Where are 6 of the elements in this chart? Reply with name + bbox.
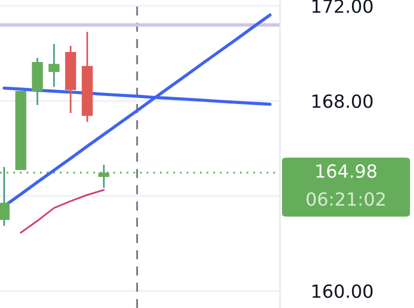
ref-line-label: 164.98 (316, 164, 376, 178)
text: 06:21:02 (306, 192, 385, 206)
y-tick-label: 168.00 (312, 94, 373, 108)
candlestick (48, 43, 60, 88)
y-tick-label: 160.00 (312, 284, 373, 298)
line-series (20, 189, 105, 234)
